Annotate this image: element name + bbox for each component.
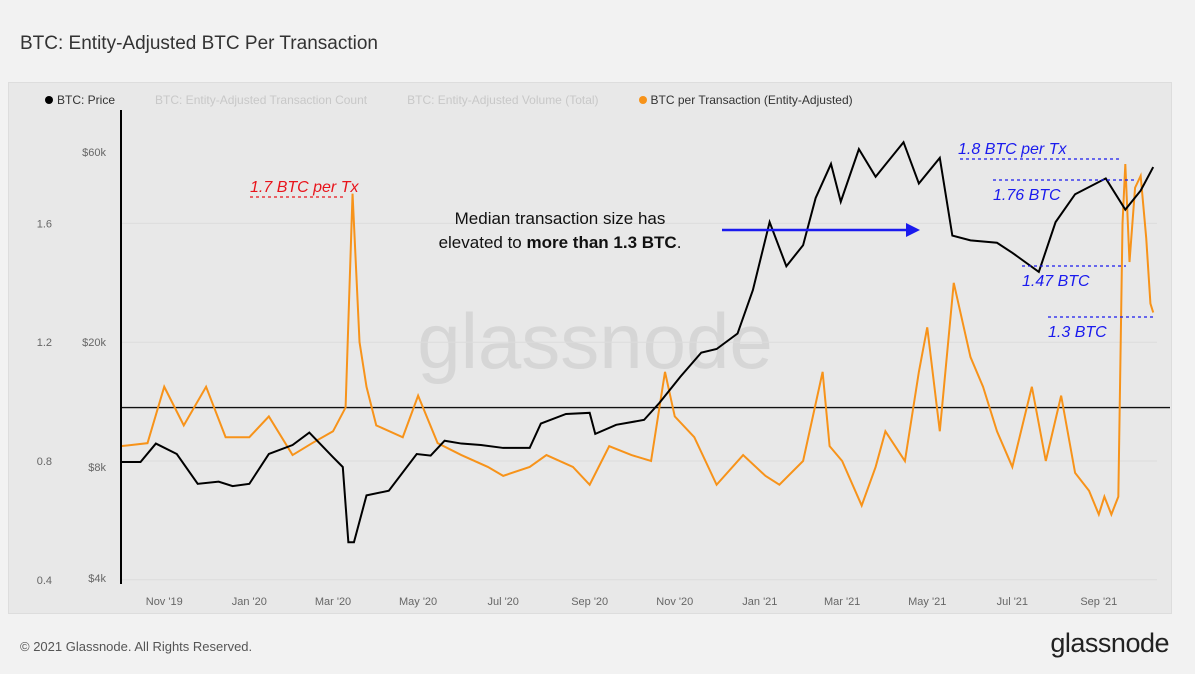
x-tick-label: Sep '20: [571, 596, 608, 608]
legend-item-price[interactable]: BTC: Price: [45, 93, 115, 107]
legend: BTC: Price BTC: Entity-Adjusted Transact…: [45, 93, 893, 107]
legend-item-volume[interactable]: BTC: Entity-Adjusted Volume (Total): [407, 93, 598, 107]
annotation-label: 1.7 BTC per Tx: [250, 179, 359, 196]
arrow-head-icon: [906, 223, 920, 237]
annotation-label: 1.76 BTC: [993, 187, 1061, 204]
watermark: glassnode: [417, 297, 773, 385]
x-tick-label: May '20: [399, 596, 437, 608]
legend-dot-icon: [638, 96, 647, 104]
chart-panel: [8, 82, 1172, 614]
legend-label: BTC: Entity-Adjusted Volume (Total): [407, 93, 599, 107]
y-left-tick-label: 1.6: [37, 218, 52, 230]
x-tick-label: Nov '20: [656, 596, 693, 608]
annotation-label: 1.47 BTC: [1022, 273, 1090, 290]
y-price-tick-label: $4k: [88, 573, 106, 585]
x-tick-label: May '21: [908, 596, 946, 608]
chart-title: BTC: Entity-Adjusted BTC Per Transaction: [20, 33, 378, 54]
y-price-tick-label: $60k: [82, 147, 106, 159]
legend-label: BTC per Transaction (Entity-Adjusted): [650, 93, 853, 107]
callout-line2: elevated to more than 1.3 BTC.: [439, 233, 682, 252]
legend-label: BTC: Price: [57, 93, 116, 107]
x-tick-label: Jan '21: [742, 596, 777, 608]
y-price-tick-label: $8k: [88, 462, 106, 474]
annotation-label: 1.3 BTC: [1048, 324, 1107, 341]
legend-label: BTC: Entity-Adjusted Transaction Count: [155, 93, 368, 107]
y-left-tick-label: 0.8: [37, 456, 52, 468]
annotation-label: 1.8 BTC per Tx: [958, 141, 1067, 158]
y-left-tick-label: 0.4: [37, 575, 52, 587]
legend-dot-icon: [45, 96, 53, 104]
x-tick-label: Mar '20: [315, 596, 351, 608]
x-tick-label: Sep '21: [1080, 596, 1117, 608]
legend-item-tx-count[interactable]: BTC: Entity-Adjusted Transaction Count: [155, 93, 367, 107]
glassnode-logo: glassnode: [1050, 628, 1169, 658]
copyright: © 2021 Glassnode. All Rights Reserved.: [20, 639, 253, 654]
series-price-line: [121, 140, 1155, 544]
x-tick-label: Jul '20: [487, 596, 518, 608]
x-tick-label: Nov '19: [146, 596, 183, 608]
x-tick-label: Mar '21: [824, 596, 860, 608]
x-tick-label: Jan '20: [232, 596, 267, 608]
y-left-tick-label: 1.2: [37, 337, 52, 349]
x-tick-label: Jul '21: [997, 596, 1028, 608]
series-btc-per-tx-line: [120, 163, 1155, 518]
y-price-tick-label: $20k: [82, 337, 106, 349]
legend-item-btc-per-tx[interactable]: BTC per Transaction (Entity-Adjusted): [638, 93, 853, 107]
callout-line1: Median transaction size has: [455, 209, 666, 228]
